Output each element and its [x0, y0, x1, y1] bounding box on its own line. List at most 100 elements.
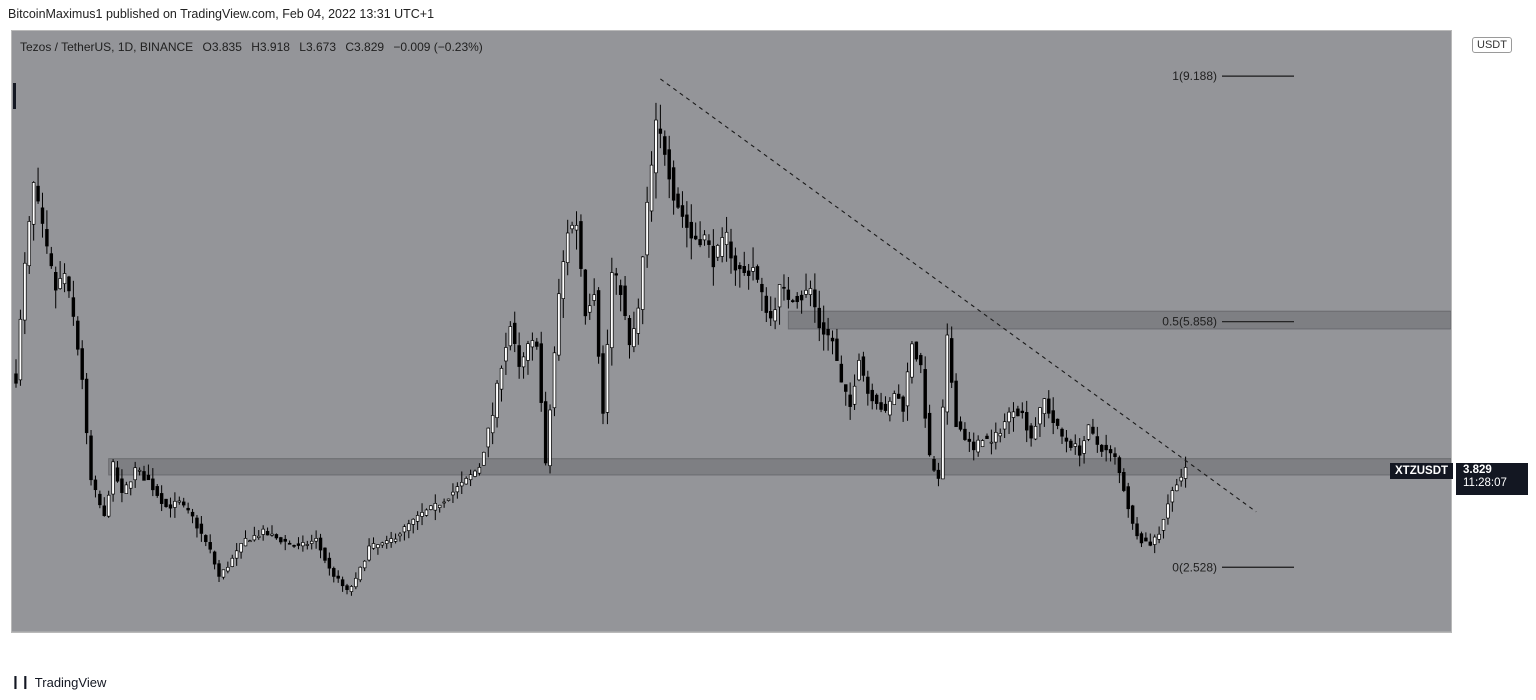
candle-body: [1038, 407, 1042, 425]
candle-body: [362, 560, 367, 569]
candle: [14, 359, 18, 388]
candle: [1100, 444, 1104, 457]
candle: [93, 475, 98, 498]
candle: [548, 404, 552, 474]
candle: [204, 534, 208, 547]
candle-body: [610, 272, 614, 349]
candle-body: [486, 427, 490, 448]
candle-body: [1042, 398, 1047, 414]
candle: [437, 504, 442, 513]
fib-level-label: 1(9.188): [1172, 69, 1217, 83]
candle-body: [773, 309, 777, 322]
candle-body: [618, 285, 623, 295]
currency-badge[interactable]: USDT: [1472, 37, 1512, 53]
candle-body: [1029, 425, 1033, 439]
candle-body: [866, 376, 870, 394]
candle: [173, 492, 177, 518]
candle-body: [808, 288, 813, 295]
candle: [879, 392, 883, 413]
candle-body: [1033, 426, 1038, 440]
candle-body: [283, 538, 287, 542]
candle: [967, 431, 972, 452]
candle: [614, 267, 618, 295]
candle-body: [460, 481, 464, 487]
candle-body: [1117, 457, 1122, 474]
legend-l-label: L: [299, 40, 306, 54]
candle: [919, 352, 923, 374]
candle: [1135, 517, 1139, 540]
candle-body: [1144, 537, 1148, 542]
candle: [1024, 400, 1029, 443]
chart-frame[interactable]: 1(9.188)0.5(5.858)0(2.528) 9.0008.5008.0…: [11, 30, 1485, 656]
candle: [482, 451, 486, 466]
candle-body: [557, 293, 561, 356]
candle-body: [305, 544, 310, 546]
candle-body: [1104, 444, 1108, 451]
candle-body: [54, 272, 58, 291]
candle-body: [411, 518, 415, 525]
candle-body: [976, 439, 980, 453]
candles-group: [14, 102, 1188, 596]
candle: [195, 515, 199, 538]
candle: [71, 280, 76, 326]
candle-body: [477, 466, 482, 474]
candle: [1082, 435, 1086, 464]
candle-body: [199, 523, 204, 534]
candle-body: [455, 486, 460, 493]
plot-background: [12, 31, 1451, 632]
candle: [292, 544, 296, 548]
candle: [764, 287, 769, 323]
candle-body: [274, 534, 279, 539]
candle: [490, 402, 495, 445]
candle: [517, 332, 521, 379]
candle-body: [473, 470, 477, 477]
candle: [115, 461, 120, 483]
candle-body: [764, 295, 769, 313]
candle-body: [1077, 445, 1082, 456]
candle-body: [349, 586, 354, 592]
candle-body: [358, 566, 362, 581]
legend-o-value: 3.835: [212, 40, 242, 54]
candle: [1113, 447, 1117, 465]
candle-body: [892, 393, 897, 405]
candle: [658, 104, 663, 149]
candlestick-chart[interactable]: 1(9.188)0.5(5.858)0(2.528) 9.0008.5008.0…: [12, 31, 1485, 656]
candle-body: [292, 545, 296, 547]
candle: [402, 524, 407, 541]
candle-body: [1166, 503, 1170, 519]
candle-body: [129, 481, 133, 489]
candle-body: [1135, 523, 1139, 537]
candle: [168, 497, 173, 518]
candle-body: [574, 225, 579, 231]
candle: [129, 481, 133, 496]
candle-body: [641, 256, 645, 310]
candle: [565, 219, 570, 276]
candle-body: [186, 507, 190, 511]
candle-body: [738, 265, 742, 270]
candle: [1016, 405, 1020, 417]
candle-body: [31, 182, 36, 225]
candle: [742, 251, 746, 276]
candle-body: [848, 394, 852, 407]
candle: [883, 396, 888, 413]
candle-body: [1157, 533, 1161, 540]
candle-body: [18, 318, 23, 381]
candle: [1144, 532, 1148, 542]
candle: [1161, 518, 1166, 539]
candle-body: [243, 538, 248, 547]
candle-body: [45, 229, 49, 247]
candle-body: [839, 363, 844, 383]
candle-body: [1095, 436, 1100, 445]
candle: [177, 496, 182, 505]
candle-body: [874, 394, 879, 404]
candle: [296, 537, 301, 550]
candle-body: [142, 471, 146, 481]
candle-body: [561, 261, 566, 299]
candle: [601, 345, 605, 425]
candle: [892, 390, 897, 405]
candle-body: [958, 421, 963, 430]
candle-body: [248, 540, 252, 543]
candle-body: [102, 505, 106, 516]
candle: [985, 433, 989, 439]
candle-body: [424, 509, 429, 516]
